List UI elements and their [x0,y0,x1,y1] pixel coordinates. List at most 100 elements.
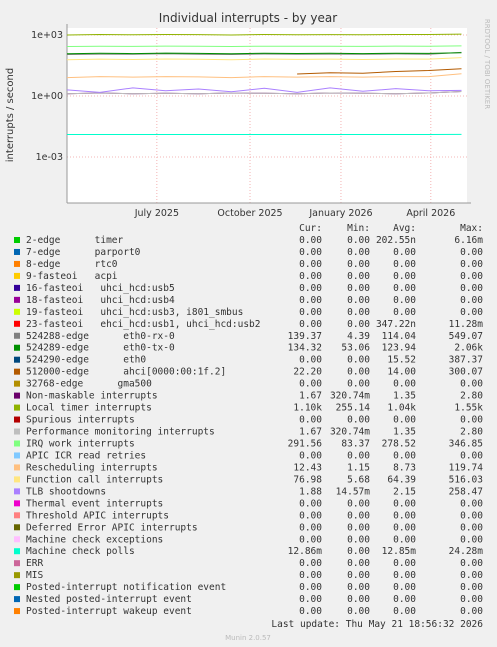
legend-swatch [14,548,20,555]
legend-label: Posted-interrupt notification event [26,582,226,593]
legend-value: 0.00 [299,319,322,330]
x-tick-label: July 2025 [134,208,179,219]
legend-value: 0.00 [393,510,416,521]
last-update: Last update: Thu May 21 18:56:32 2026 [271,619,483,630]
legend-swatch [14,416,20,423]
legend-label: 524289-edge eth0-tx-0 [26,343,175,354]
legend-value: 0.00 [347,259,370,270]
legend-label: Machine check exceptions [26,534,163,545]
legend-label: Threshold APIC interrupts [26,510,169,521]
x-tick-label: January 2026 [308,208,372,219]
legend-swatch [14,512,20,519]
legend-value: 22.20 [293,367,322,378]
legend-value: 1.67 [299,427,322,438]
legend-label: 8-edge rtc0 [26,259,118,270]
legend-label: Machine check polls [26,546,135,557]
legend-label: Function call interrupts [26,474,163,485]
legend-label: 18-fasteoi uhci_hcd:usb4 [26,295,175,306]
legend-value: 0.00 [460,498,483,509]
legend-value: 0.00 [460,247,483,258]
legend-value: 0.00 [299,498,322,509]
legend-swatch [14,524,20,531]
series-line [66,33,462,36]
legend-value: 0.00 [299,582,322,593]
legend-value: 12.43 [293,462,322,473]
legend-value: 0.00 [460,606,483,617]
legend-value: 4.39 [347,331,370,342]
legend-value: 347.22n [376,319,416,330]
legend-value: 320.74m [330,427,370,438]
legend-value: 0.00 [460,415,483,426]
legend-value: 119.74 [449,462,484,473]
legend-label: Rescheduling interrupts [26,462,158,473]
legend-swatch [14,440,20,447]
legend-value: 0.00 [347,498,370,509]
legend-swatch [14,488,20,495]
legend-value: 0.00 [347,271,370,282]
legend-swatch [14,608,20,615]
legend-label: Posted-interrupt wakeup event [26,606,192,617]
legend-value: 0.00 [299,570,322,581]
legend-value: 300.07 [449,367,483,378]
legend-value: 139.37 [288,331,322,342]
legend-value: 0.00 [393,594,416,605]
legend-value: 0.00 [347,295,370,306]
series-line [66,91,462,95]
legend-value: 0.00 [347,415,370,426]
legend-value: 0.00 [393,295,416,306]
legend-value: 8.73 [393,462,416,473]
legend-swatch [14,272,20,279]
legend-value: 0.00 [460,582,483,593]
x-tick-label: October 2025 [217,208,282,219]
legend-swatch [14,452,20,459]
legend-swatch [14,560,20,567]
legend-value: 516.03 [449,474,483,485]
legend-value: 114.04 [382,331,417,342]
legend-value: 0.00 [460,558,483,569]
legend-value: 2.06k [454,343,483,354]
legend-value: 1.04k [387,403,416,414]
series-line [66,52,462,55]
legend-label: 512000-edge ahci[0000:00:1f.2] [26,367,226,378]
legend-label: Non-maskable interrupts [26,391,158,402]
series-line [297,68,462,75]
legend-swatch [14,464,20,471]
legend-value: 0.00 [347,594,370,605]
legend-value: 1.15 [347,462,370,473]
y-axis-label: interrupts / second [5,68,16,162]
legend-value: 5.68 [347,474,370,485]
y-tick-label: 1e-03 [36,152,63,163]
plot-area [67,28,467,203]
legend-value: 0.00 [460,522,483,533]
legend-swatch [14,584,20,591]
legend-value: 1.10k [293,403,322,414]
legend-value: 0.00 [393,558,416,569]
legend-swatch [14,428,20,435]
legend-value: 134.32 [288,343,322,354]
legend-value: 1.67 [299,391,322,402]
legend-swatch [14,368,20,375]
legend-swatch [14,320,20,327]
legend-value: 278.52 [382,438,416,449]
series-line [66,45,462,48]
series-line [66,57,462,61]
legend-swatch [14,404,20,411]
legend-value: 0.00 [460,379,483,390]
legend-value: 0.00 [347,450,370,461]
legend-swatch [14,284,20,291]
series-line [66,87,462,93]
legend-value: 0.00 [299,295,322,306]
legend-header: Max: [460,223,483,234]
legend-label: 7-edge parport0 [26,247,141,258]
legend-label: APIC ICR read retries [26,450,146,461]
legend-value: 0.00 [347,307,370,318]
legend-value: 1.35 [393,427,416,438]
legend-value: 2.15 [393,486,416,497]
legend-swatch [14,572,20,579]
series-line [66,73,462,79]
legend-swatch [14,596,20,603]
legend-value: 0.00 [299,259,322,270]
legend-value: 0.00 [299,283,322,294]
footer: Munin 2.0.57 [225,634,271,642]
